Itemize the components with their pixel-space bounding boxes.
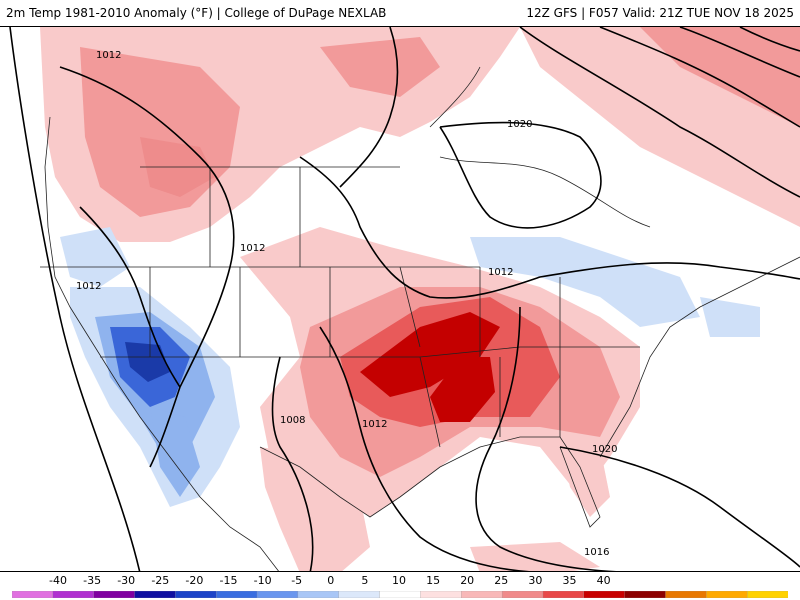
colorbar-segment bbox=[338, 591, 381, 598]
colorbar-label: -10 bbox=[253, 574, 272, 587]
colorbar-segment bbox=[12, 591, 54, 598]
warm-anomaly-fill bbox=[40, 27, 800, 571]
colorbar-segment bbox=[52, 591, 95, 598]
colorbar-segment bbox=[624, 591, 667, 598]
colorbar-segment bbox=[216, 591, 258, 598]
colorbar-segment bbox=[175, 591, 217, 598]
colorbar-label: -35 bbox=[83, 574, 102, 587]
isobar-label: 1012 bbox=[362, 419, 387, 430]
isobar-contours bbox=[9, 27, 800, 571]
isobar-label: 1020 bbox=[592, 444, 617, 455]
colorbar-label: -25 bbox=[151, 574, 170, 587]
colorbar-label: 25 bbox=[494, 574, 509, 587]
colorbar-label: -5 bbox=[291, 574, 303, 587]
map-title: 2m Temp 1981-2010 Anomaly (°F) | College… bbox=[6, 6, 387, 20]
colorbar-segment bbox=[747, 591, 788, 598]
map-canvas: 1012 1020 1012 1012 1012 1008 1012 1020 … bbox=[0, 27, 800, 571]
colorbar-segment bbox=[297, 591, 340, 598]
colorbar-segment bbox=[256, 591, 299, 598]
isobar-label: 1012 bbox=[240, 243, 265, 254]
isobar-label: 1016 bbox=[584, 547, 609, 558]
colorbar-label: -15 bbox=[219, 574, 238, 587]
colorbar-strip bbox=[12, 591, 788, 598]
colorbar-legend: -40 -35 -30 -25 -20 -15 -10 -5 0 5 10 15 20 25 30 35 40 bbox=[0, 572, 800, 600]
colorbar-segment bbox=[706, 591, 748, 598]
colorbar-segment bbox=[379, 591, 422, 598]
colorbar-segment bbox=[420, 591, 462, 598]
colorbar-label: 5 bbox=[361, 574, 369, 587]
isobar-label: 1012 bbox=[96, 50, 121, 61]
model-run-info: 12Z GFS | F057 Valid: 21Z TUE NOV 18 202… bbox=[526, 6, 794, 20]
colorbar-segment bbox=[93, 591, 136, 598]
colorbar-label: -40 bbox=[49, 574, 67, 587]
isobar-label: 1012 bbox=[488, 267, 513, 278]
isobar-label: 1012 bbox=[76, 281, 101, 292]
geographic-boundaries bbox=[40, 66, 800, 571]
colorbar-label: 0 bbox=[327, 574, 335, 587]
cool-anomaly-fill bbox=[60, 227, 760, 507]
isobar-label: 1008 bbox=[280, 415, 305, 426]
map-header: 2m Temp 1981-2010 Anomaly (°F) | College… bbox=[0, 0, 800, 26]
colorbar-label: 30 bbox=[528, 574, 543, 587]
colorbar-label: -30 bbox=[117, 574, 136, 587]
isobar-labels: 1012 1020 1012 1012 1012 1008 1012 1020 … bbox=[76, 50, 617, 558]
colorbar-label: 20 bbox=[460, 574, 475, 587]
isobar-label: 1020 bbox=[507, 119, 532, 130]
colorbar-label: 10 bbox=[392, 574, 406, 587]
colorbar-segment bbox=[134, 591, 177, 598]
colorbar-segment bbox=[665, 591, 707, 598]
colorbar-label: 35 bbox=[562, 574, 577, 587]
colorbar-segment bbox=[461, 591, 503, 598]
anomaly-map: 1012 1020 1012 1012 1012 1008 1012 1020 … bbox=[0, 26, 800, 572]
colorbar-label: 40 bbox=[596, 574, 611, 587]
colorbar-label: 15 bbox=[426, 574, 441, 587]
colorbar-segment bbox=[501, 591, 544, 598]
colorbar-segment bbox=[583, 591, 626, 598]
colorbar-label: -20 bbox=[185, 574, 204, 587]
colorbar-segment bbox=[542, 591, 585, 598]
